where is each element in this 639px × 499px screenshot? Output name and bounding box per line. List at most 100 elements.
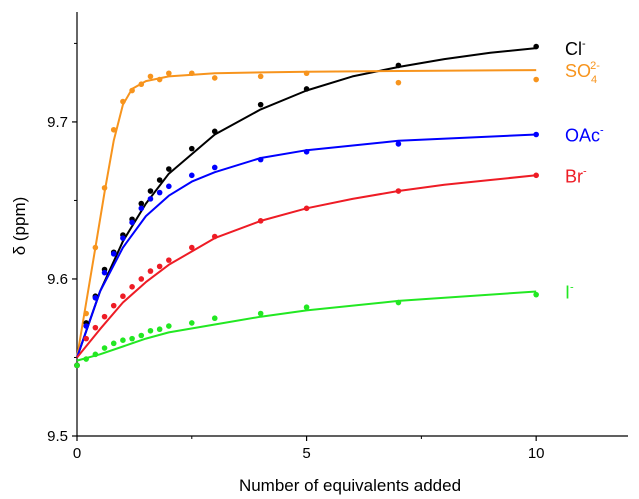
data-point	[92, 324, 99, 331]
data-point	[120, 98, 126, 105]
data-point	[101, 345, 108, 351]
data-point	[303, 70, 310, 77]
series-label-sup: -	[600, 124, 604, 136]
data-point	[211, 128, 218, 135]
data-point	[188, 70, 195, 77]
x-tick-label: 0	[73, 445, 81, 462]
data-point	[188, 145, 195, 152]
data-point	[101, 269, 108, 276]
data-point	[92, 295, 99, 301]
data-point	[257, 73, 264, 80]
data-point	[166, 257, 172, 263]
series-label-4: I-	[565, 282, 574, 303]
data-point	[156, 177, 163, 183]
data-point	[395, 141, 402, 147]
data-points	[74, 43, 539, 369]
data-point	[129, 284, 135, 290]
data-point	[110, 251, 117, 257]
fit-line-1	[76, 69, 537, 358]
data-point	[533, 43, 539, 50]
data-point	[257, 218, 264, 224]
data-point	[395, 62, 402, 69]
data-point	[129, 87, 135, 94]
y-axis-title: δ (ppm)	[10, 197, 29, 256]
data-point	[188, 172, 195, 179]
series-label-main: OAc	[565, 125, 600, 145]
ticks: 0 5 10 9.5 9.6 9.7	[47, 42, 545, 462]
series-label-sup: -	[570, 282, 574, 294]
data-point	[138, 276, 145, 282]
data-point	[83, 310, 89, 317]
data-point	[120, 293, 126, 300]
series-labels: Cl-SO42-OAc-Br-I-	[565, 38, 604, 302]
data-point	[101, 185, 108, 191]
data-point	[166, 166, 172, 172]
data-point	[147, 188, 154, 194]
data-point	[138, 205, 145, 212]
data-point	[83, 335, 89, 342]
data-point	[156, 263, 163, 270]
data-point	[147, 73, 154, 80]
data-point	[533, 131, 539, 138]
fit-line-4	[76, 290, 537, 362]
data-point	[83, 323, 89, 329]
data-point	[110, 126, 117, 133]
data-point	[211, 233, 218, 240]
data-point	[533, 291, 539, 298]
series-label-sup: -	[583, 165, 587, 177]
data-point	[120, 337, 126, 344]
series-label-main: I	[565, 283, 570, 303]
data-point	[74, 362, 80, 369]
data-point	[147, 196, 154, 202]
data-point	[303, 304, 310, 311]
data-point	[303, 86, 310, 92]
fit-curves	[76, 47, 537, 362]
data-point	[303, 205, 310, 212]
data-point	[211, 315, 218, 322]
series-label-sup: -	[582, 38, 586, 50]
data-point	[395, 188, 402, 194]
fit-line-0	[76, 47, 537, 358]
series-label-0: Cl-	[565, 38, 586, 59]
data-point	[533, 172, 539, 179]
data-point	[92, 351, 99, 358]
data-point	[395, 79, 402, 86]
data-point	[395, 299, 402, 306]
series-label-main: SO	[565, 61, 591, 81]
data-point	[83, 356, 89, 362]
series-label-sub: 4	[591, 74, 597, 86]
data-point	[211, 164, 218, 171]
series-label-1: SO4 2-	[565, 60, 600, 86]
series-label-main: Br	[565, 166, 583, 186]
data-point	[138, 332, 145, 339]
y-tick-label: 9.7	[47, 114, 68, 131]
data-point	[257, 310, 264, 317]
x-tick-label: 10	[528, 445, 545, 462]
data-point	[156, 76, 163, 83]
data-point	[129, 219, 135, 226]
data-point	[188, 244, 195, 251]
y-tick-label: 9.5	[47, 428, 68, 445]
x-tick-label: 5	[302, 445, 310, 462]
data-point	[257, 156, 264, 163]
series-label-2: OAc-	[565, 124, 604, 145]
fit-line-2	[76, 133, 537, 358]
series-label-sup: 2-	[590, 60, 600, 72]
data-point	[188, 320, 195, 326]
data-point	[110, 302, 117, 309]
data-point	[101, 313, 108, 320]
data-point	[303, 148, 310, 155]
data-point	[166, 70, 172, 77]
data-point	[156, 189, 163, 196]
data-point	[211, 75, 218, 81]
series-label-3: Br-	[565, 165, 587, 186]
data-point	[166, 323, 172, 329]
data-point	[120, 235, 126, 241]
series-label-main: Cl	[565, 39, 582, 59]
data-point	[156, 326, 163, 333]
y-tick-label: 9.6	[47, 271, 68, 288]
data-point	[110, 340, 117, 347]
data-point	[147, 268, 154, 274]
data-point	[257, 101, 264, 108]
